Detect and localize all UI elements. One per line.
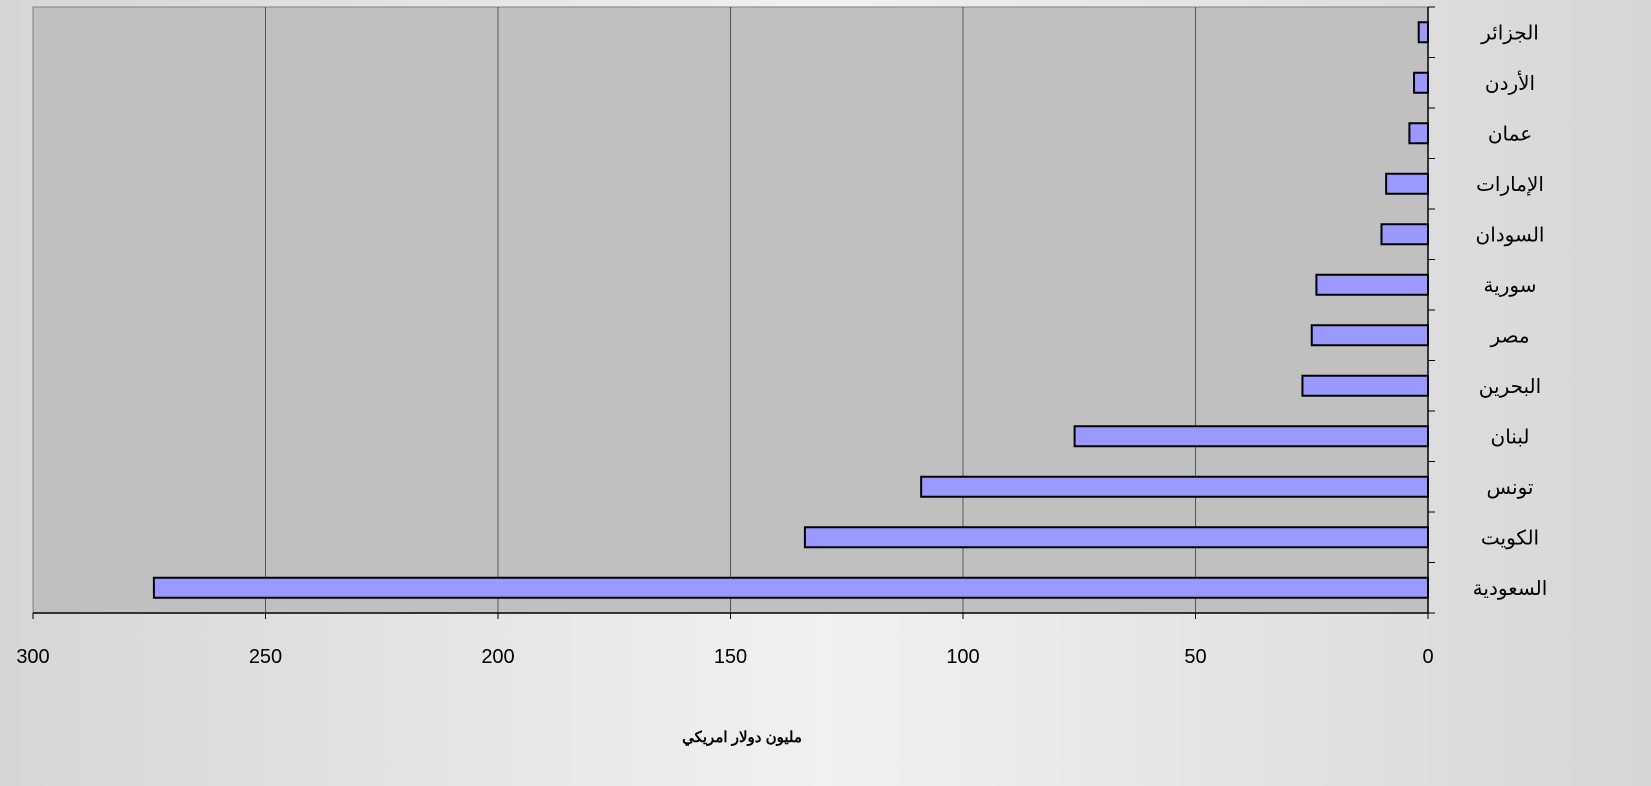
- bar: [920, 475, 1430, 498]
- x-tick-label: 0: [1422, 646, 1433, 668]
- category-labels: السعودية الكويت تونس لبنان البحرين مصر سورية ال…: [1473, 20, 1548, 600]
- bar: [1417, 21, 1429, 44]
- bar: [1073, 425, 1429, 448]
- bar: [803, 526, 1429, 549]
- x-tick-label: 100: [946, 646, 979, 668]
- bar: [1408, 122, 1430, 145]
- category-label: السعودية: [1473, 576, 1548, 600]
- bar: [1301, 374, 1429, 397]
- category-label: لبنان: [1491, 424, 1530, 448]
- bar: [1413, 71, 1430, 94]
- x-axis-title: مليون دولار امريكي: [682, 729, 802, 747]
- category-label: مصر: [1489, 323, 1529, 347]
- bar: [1385, 172, 1430, 195]
- bars-group: [152, 21, 1430, 599]
- x-tick-label: 50: [1184, 646, 1206, 668]
- bar: [1315, 273, 1430, 296]
- axes-group: [32, 6, 1435, 619]
- bar: [1310, 324, 1429, 347]
- category-label: السودان: [1476, 222, 1545, 246]
- x-tick-label: 300: [16, 646, 49, 668]
- category-label: الجزائر: [1480, 20, 1539, 44]
- category-label: الأردن: [1485, 71, 1535, 95]
- category-label: الإمارات: [1476, 172, 1544, 196]
- category-label: سورية: [1483, 273, 1536, 297]
- category-label: تونس: [1487, 475, 1534, 499]
- x-tick-labels: 300 250 200 150 100 50 0: [16, 646, 1433, 668]
- bar: [1380, 223, 1429, 246]
- x-tick-label: 250: [249, 646, 282, 668]
- x-tick-label: 200: [481, 646, 514, 668]
- x-tick-label: 150: [714, 646, 747, 668]
- category-label: البحرين: [1479, 374, 1541, 398]
- grid-lines: [265, 7, 1196, 613]
- category-label: عمان: [1488, 121, 1532, 145]
- category-label: الكويت: [1481, 525, 1539, 549]
- bar: [152, 576, 1429, 599]
